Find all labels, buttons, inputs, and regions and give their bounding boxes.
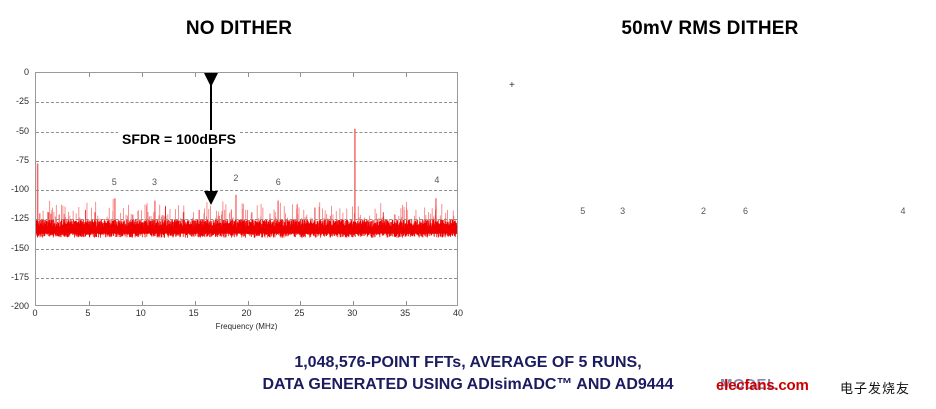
y-tick-label: -50 (15, 125, 29, 136)
harmonic-marker-6: 6 (742, 205, 749, 216)
harmonic-marker-4: 4 (434, 175, 440, 186)
plot-frame-no-dither (35, 72, 458, 306)
harmonic-marker-2: 2 (700, 205, 707, 216)
plot-area-no-dither (35, 72, 458, 306)
x-tick-label: 10 (135, 308, 146, 318)
x-tick-mark (194, 73, 196, 77)
gridline (36, 131, 457, 133)
x-tick-mark (247, 301, 249, 305)
watermark-site-text: elecfans.com (716, 377, 809, 394)
panel-no-dither: NO DITHER 0 -25 -50 -75 -100 -125 -150 -175 -200… (0, 0, 468, 340)
x-axis-labels-left: 0 5 10 15 20 25 30 35 40 (32, 308, 463, 324)
x-tick-mark (247, 73, 249, 77)
x-tick-mark (141, 73, 143, 77)
x-tick-mark (88, 301, 90, 305)
x-tick-label: 20 (241, 308, 252, 318)
caption-line-1: 1,048,576-POINT FFTs, AVERAGE OF 5 RUNS, (294, 354, 642, 371)
x-tick-mark (406, 73, 408, 77)
plus-marker-icon: + (509, 80, 515, 91)
y-tick-label: -75 (15, 154, 29, 165)
x-tick-label: 5 (85, 308, 91, 318)
x-tick-mark (406, 301, 408, 305)
harmonic-marker-3: 3 (620, 205, 626, 216)
watermark-chinese-text: 电子发烧友 (840, 382, 911, 397)
x-tick-mark (194, 301, 196, 305)
x-tick-label: 0 (32, 308, 38, 318)
x-tick-label: 35 (400, 308, 411, 318)
harmonic-marker-4: 4 (900, 205, 906, 216)
watermark-model-text: MODEL (720, 376, 777, 393)
gridline (36, 102, 457, 104)
y-tick-label: -125 (10, 213, 29, 224)
harmonic-marker-5: 5 (580, 205, 586, 216)
y-tick-label: -25 (15, 96, 29, 107)
x-tick-mark (353, 301, 355, 305)
figure-caption: 1,048,576-POINT FFTs, AVERAGE OF 5 RUNS,… (0, 352, 936, 396)
chart-title-no-dither: NO DITHER (185, 18, 293, 39)
x-tick-mark (300, 301, 302, 305)
noise-floor-core (36, 226, 457, 234)
harmonic-marker-6: 6 (275, 176, 281, 187)
caption-line-2: DATA GENERATED USING ADIsimADC™ AND AD94… (262, 376, 674, 393)
chart-title-dither: 50mV RMS DITHER (621, 18, 799, 39)
x-tick-label: 15 (188, 308, 199, 318)
x-tick-mark (88, 73, 90, 77)
gridline (36, 160, 457, 162)
harmonic-marker-3: 3 (151, 176, 157, 187)
y-tick-label: 0 (23, 67, 29, 77)
y-tick-label: -200 (10, 301, 29, 311)
x-axis-title-left: Frequency (MHz) (215, 322, 278, 331)
gridline (36, 277, 457, 279)
x-tick-label: 30 (347, 308, 358, 318)
y-axis-labels-left: 0 -25 -50 -75 -100 -125 -150 -175 -200 (0, 67, 33, 311)
spectrum-trace-no-dither (36, 128, 457, 238)
gridline (36, 190, 457, 191)
x-tick-mark (141, 301, 143, 305)
harmonic-marker-2: 2 (233, 173, 239, 183)
sfdr-label-no-dither: SFDR = 100dBFS (118, 130, 240, 148)
x-tick-mark (353, 73, 355, 77)
x-tick-label: 40 (452, 308, 464, 318)
y-tick-label: -150 (10, 242, 29, 253)
y-tick-label: -175 (10, 271, 29, 282)
harmonic-marker-5: 5 (111, 176, 117, 187)
gridline (36, 219, 457, 221)
x-tick-mark (300, 73, 302, 77)
y-tick-label: -100 (10, 184, 29, 194)
x-tick-label: 25 (294, 308, 305, 318)
gridline (36, 248, 457, 250)
